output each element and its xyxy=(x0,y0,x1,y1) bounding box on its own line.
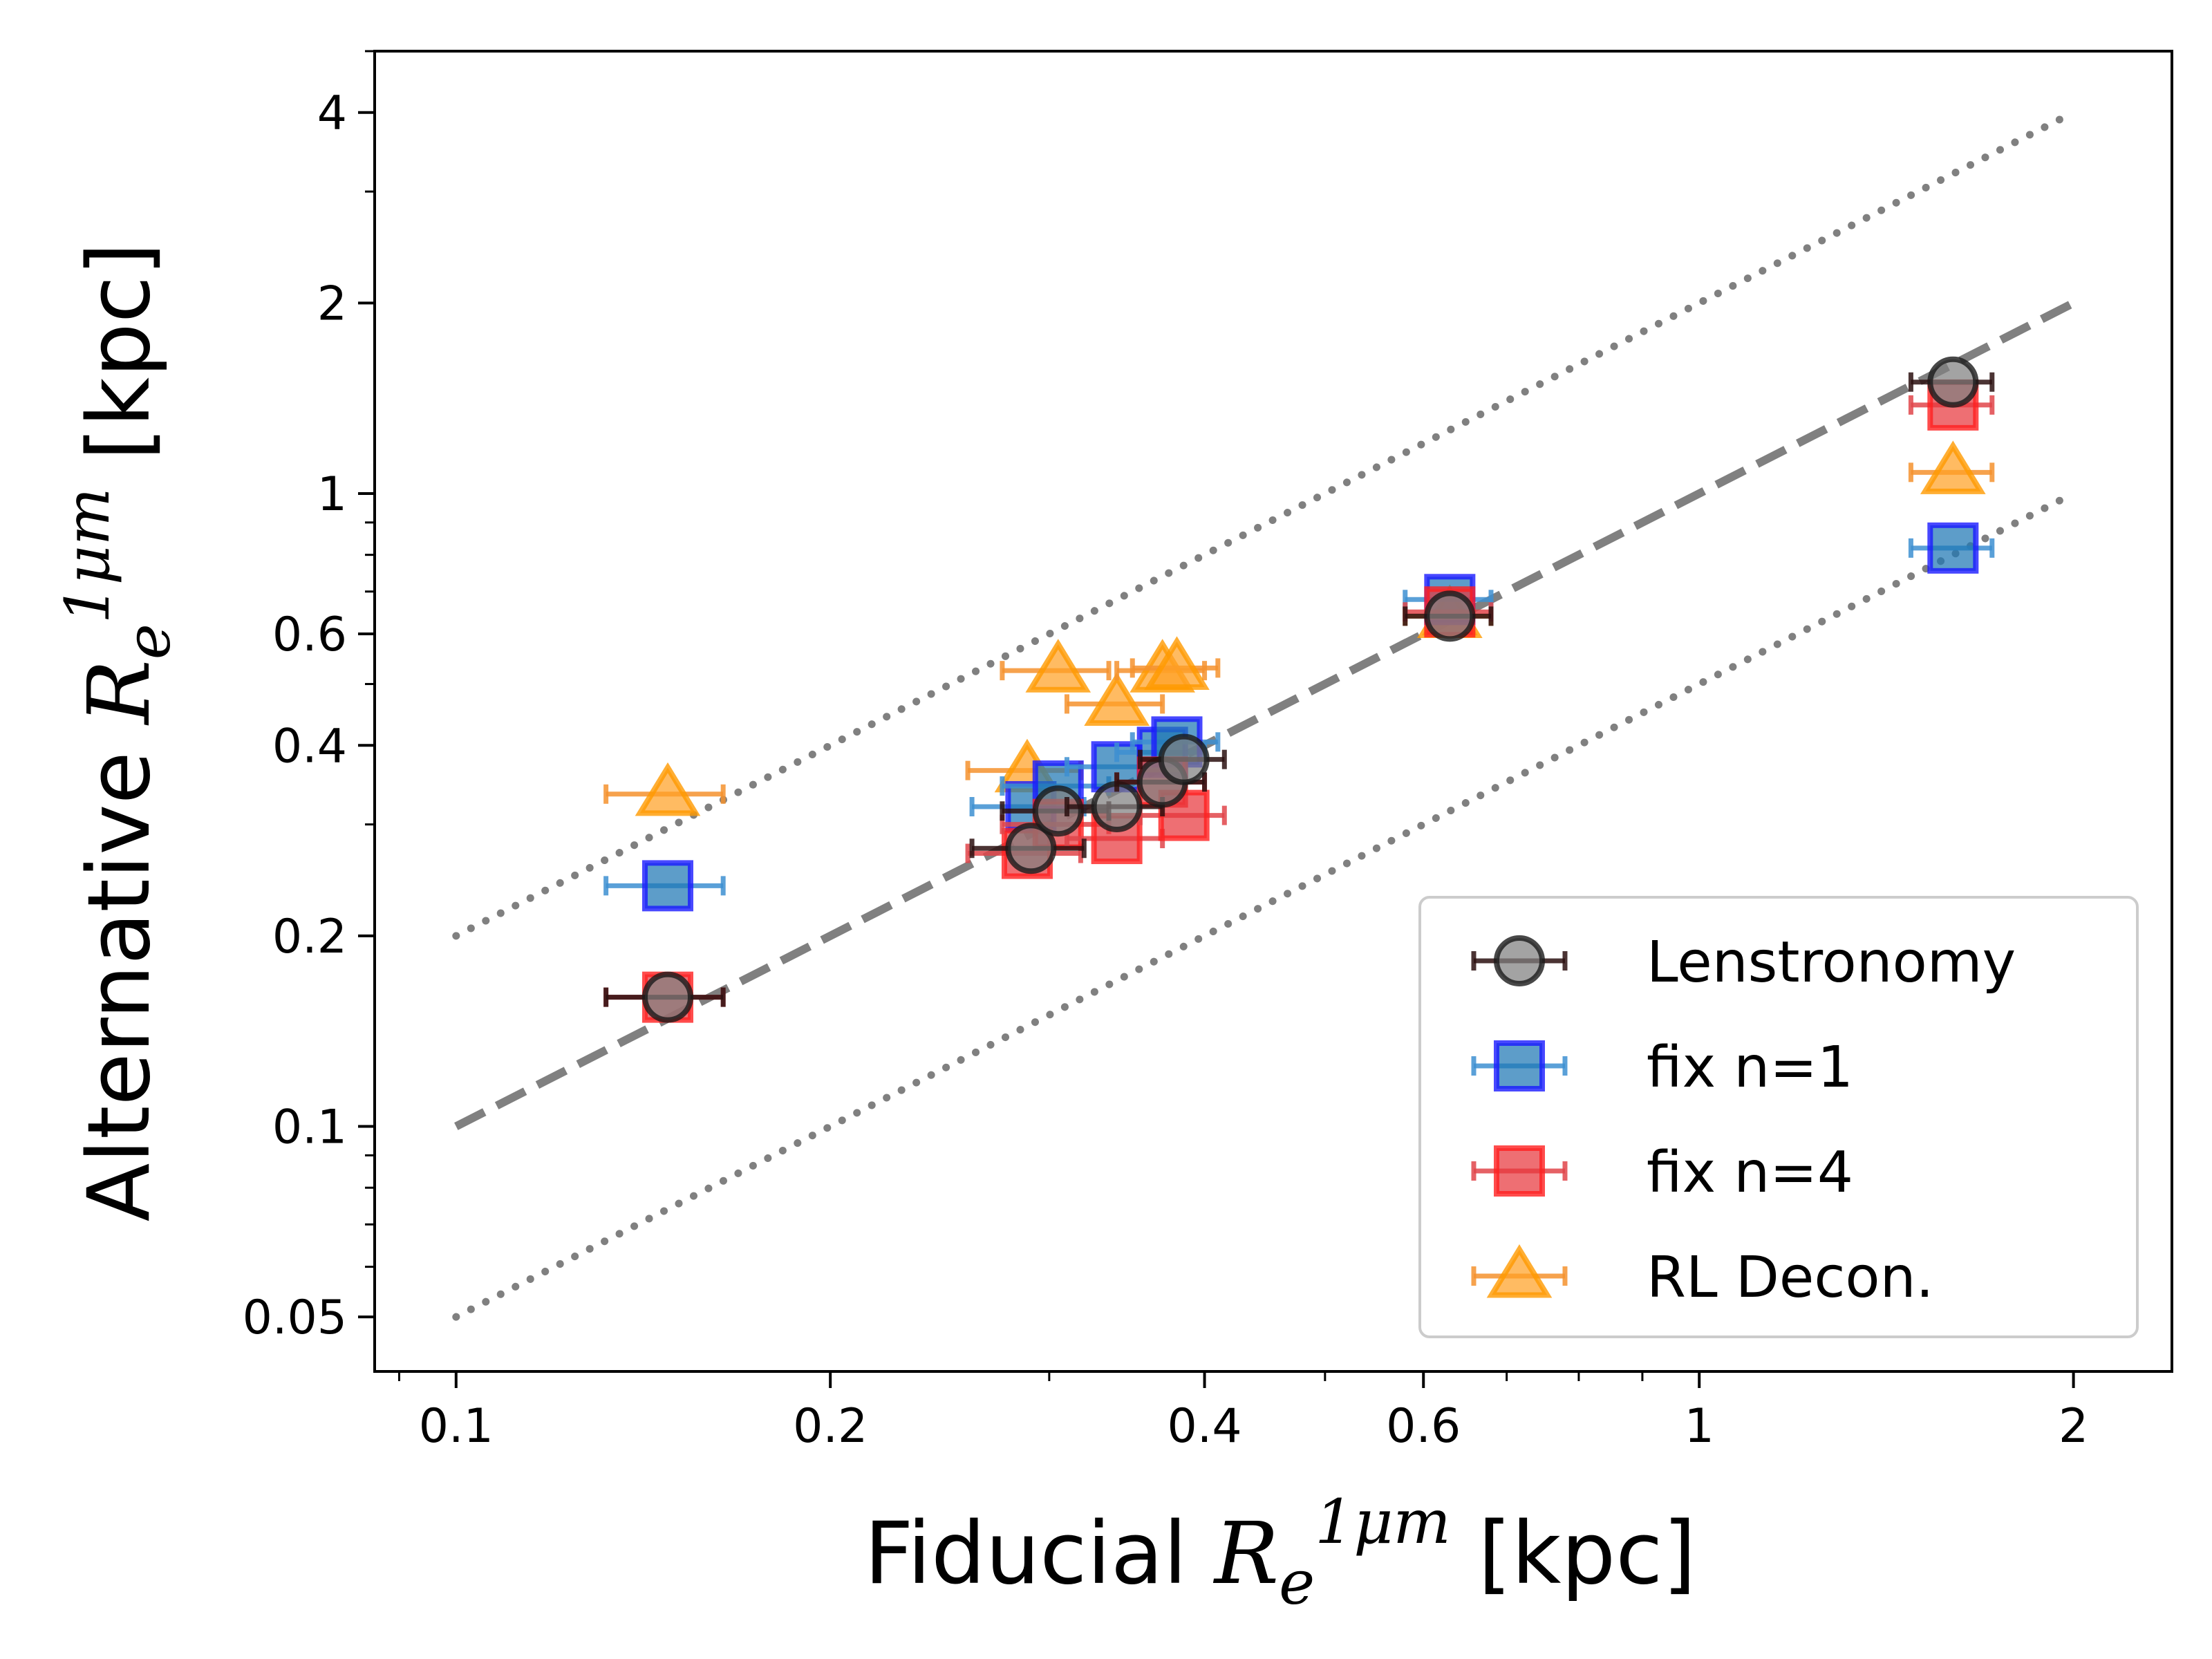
y-tick-label: 0.1 xyxy=(272,1100,347,1154)
x-tick-label: 0.2 xyxy=(793,1399,868,1454)
y-tick-label: 4 xyxy=(317,86,347,141)
series-lenstronomy xyxy=(603,356,1995,1023)
factor-two-line-1 xyxy=(452,109,2078,940)
data-points xyxy=(603,356,1995,1023)
data-point-circle xyxy=(1032,785,1084,837)
series-rl-decon xyxy=(603,440,1995,816)
data-point-circle xyxy=(1927,356,1979,408)
y-tick-label: 2 xyxy=(317,276,347,331)
data-point-triangle xyxy=(1025,639,1091,693)
y-tick-label: 0.05 xyxy=(243,1291,347,1345)
y-axis-title-prefix: Alternative xyxy=(70,724,169,1222)
legend: Lenstronomy fix n=1 fix n=4 RL Decon. xyxy=(1418,896,2139,1338)
x-axis-title-superscript: 1μm xyxy=(1315,1486,1451,1557)
y-tick-label: 1 xyxy=(317,467,347,522)
y-tick-label: 0.2 xyxy=(272,910,347,964)
x-axis-title: Fiducial Re1μm [kpc] xyxy=(864,1486,1696,1618)
y-axis-title-superscript: 1μm xyxy=(52,488,123,624)
legend-marker-square xyxy=(1494,1145,1545,1197)
x-tick-label: 2 xyxy=(2059,1399,2088,1454)
factor-two-line-2 xyxy=(452,489,2078,1321)
data-point-triangle xyxy=(1144,636,1210,690)
y-tick-label: 0.6 xyxy=(272,608,347,662)
legend-label-fix-n-1: fix n=1 xyxy=(1647,1035,1853,1100)
y-axis-title-unit: [kpc] xyxy=(70,243,169,488)
data-point-triangle xyxy=(635,762,701,816)
series-fix-n-1 xyxy=(603,522,1995,912)
legend-frame xyxy=(1418,896,2139,1338)
data-point-circle xyxy=(1424,590,1476,642)
reference-lines xyxy=(452,109,2078,1321)
data-point-square xyxy=(642,860,694,912)
legend-label-rl-decon: RL Decon. xyxy=(1647,1245,1934,1311)
axis-ticks: 0.1 0.2 0.4 0.6 1 2 0.05 0.1 0.2 0.4 0.6 1 2 4 xyxy=(243,50,2088,1454)
data-point-circle xyxy=(642,971,694,1023)
y-axis-title-symbol: R xyxy=(70,659,169,725)
one-to-one-line-0 xyxy=(454,299,2076,1130)
legend-label-lenstronomy: Lenstronomy xyxy=(1647,930,2016,995)
x-axis-title-unit: [kpc] xyxy=(1451,1504,1696,1604)
x-tick-label: 0.6 xyxy=(1386,1399,1461,1454)
x-axis-title-prefix: Fiducial xyxy=(864,1504,1215,1604)
x-tick-label: 1 xyxy=(1685,1399,1714,1454)
data-point-circle xyxy=(1158,733,1210,785)
x-tick-label: 0.1 xyxy=(419,1399,494,1454)
x-tick-label: 0.4 xyxy=(1167,1399,1241,1454)
data-point-triangle xyxy=(1084,672,1150,726)
x-axis-title-symbol: R xyxy=(1213,1504,1279,1604)
x-axis-title-subscript: e xyxy=(1279,1547,1315,1618)
legend-marker-square xyxy=(1494,1040,1545,1091)
y-axis-title-subscript: e xyxy=(113,624,184,659)
legend-label-fix-n-4: fix n=4 xyxy=(1647,1140,1853,1206)
data-point-square xyxy=(1927,522,1979,574)
data-point-triangle xyxy=(1920,440,1986,494)
y-tick-label: 0.4 xyxy=(272,719,347,774)
legend-marker-triangle xyxy=(1486,1244,1553,1298)
legend-marker-circle xyxy=(1494,935,1545,986)
y-axis-title: Alternative Re1μm [kpc] xyxy=(52,243,184,1222)
data-point-circle xyxy=(1005,823,1057,874)
plot-frame xyxy=(373,50,2173,1373)
